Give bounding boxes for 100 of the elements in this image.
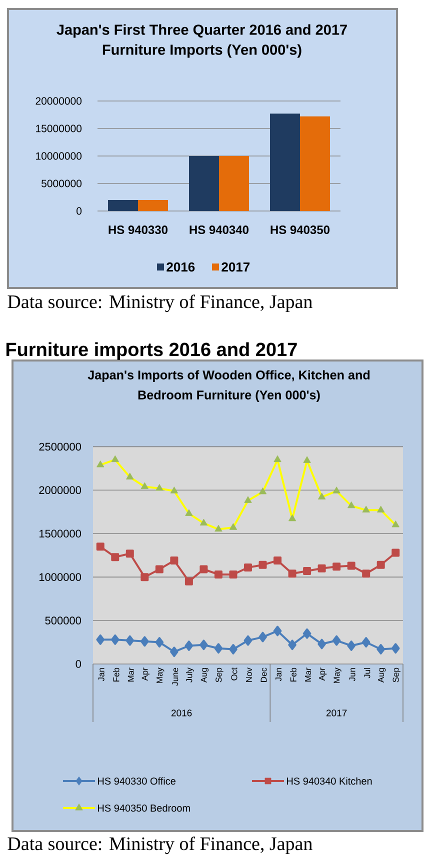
bar <box>108 200 138 211</box>
point <box>392 520 400 528</box>
point <box>110 634 120 645</box>
x-tick-label: Apr <box>142 668 150 681</box>
point <box>170 486 178 494</box>
y-tick-label: 0 <box>76 660 82 668</box>
legend-label: HS 940350 Bedroom <box>98 804 190 812</box>
point <box>376 644 385 654</box>
point <box>140 482 148 489</box>
point <box>229 644 238 654</box>
x-tick-label: Feb <box>290 668 296 682</box>
point <box>184 577 193 586</box>
x-tick-label: May <box>334 668 342 683</box>
x-tick-label: Aug <box>200 668 209 683</box>
point <box>274 455 282 462</box>
point <box>274 556 282 565</box>
point <box>302 628 312 639</box>
point <box>377 506 385 512</box>
point <box>288 514 296 522</box>
point <box>126 472 134 480</box>
y-tick-label: 2000000 <box>39 486 82 494</box>
point <box>362 506 370 512</box>
point <box>303 456 311 463</box>
bar <box>270 114 300 211</box>
x-tick-label: Jan <box>98 668 104 682</box>
point <box>362 637 370 648</box>
point <box>229 523 238 530</box>
point <box>170 556 178 565</box>
point <box>332 562 341 571</box>
bar <box>218 156 249 211</box>
point <box>376 560 385 569</box>
legend-label: 2017 <box>222 262 250 272</box>
y-tick-label: 5000000 <box>42 180 82 188</box>
y-tick-label: 500000 <box>45 616 82 624</box>
bar <box>138 200 168 211</box>
point <box>332 635 341 646</box>
point <box>347 501 356 508</box>
x-tick-label: HS 940340 <box>190 226 249 234</box>
point <box>347 562 356 570</box>
x-tick-label: Mar <box>128 668 134 682</box>
x-tick-label: HS 940350 <box>270 226 330 234</box>
point <box>96 634 105 645</box>
bar <box>189 156 219 211</box>
text: Furniture imports 2016 and 2017 <box>6 342 297 360</box>
legend-label: HS 940330 Office <box>98 777 176 785</box>
point <box>156 484 164 491</box>
y-tick-label: 20000000 <box>36 97 82 105</box>
point <box>214 570 222 578</box>
x-tick-label: Sep <box>216 668 224 682</box>
point <box>362 570 370 578</box>
point <box>258 487 267 494</box>
x-tick-label: July <box>186 668 194 683</box>
point <box>288 640 296 650</box>
point <box>126 550 134 558</box>
point <box>214 524 222 532</box>
point <box>229 570 238 578</box>
point <box>318 492 326 500</box>
x-tick-label: Feb <box>113 668 120 682</box>
y-tick-label: 1000000 <box>39 573 82 581</box>
x-tick-label: Apr <box>318 668 327 681</box>
point <box>170 646 178 658</box>
y-tick-label: 15000000 <box>36 124 82 132</box>
point <box>96 542 104 551</box>
text: 2017 <box>326 710 347 716</box>
chart-title: Japan's Imports of Wooden Office, Kitchen and Bedroom Furniture (Yen 000's) <box>88 370 370 402</box>
point <box>347 640 356 651</box>
point <box>244 635 252 646</box>
point <box>185 509 193 516</box>
point <box>200 565 208 574</box>
y-tick-label: 10000000 <box>36 152 82 160</box>
x-tick-label: Jul <box>364 668 370 678</box>
legend-label: HS 940340 Kitchen <box>287 777 372 785</box>
point <box>200 640 208 650</box>
point <box>214 643 223 654</box>
point <box>155 565 164 574</box>
y-tick-label: 0 <box>76 207 82 215</box>
point <box>332 486 340 494</box>
x-tick-label: Jun <box>349 668 356 682</box>
x-tick-label: Jan <box>276 668 282 682</box>
point <box>288 570 296 578</box>
point <box>140 573 149 582</box>
x-tick-label: HS 940330 <box>108 226 168 234</box>
chart-title: Japan's First Three Quarter 2016 and 2017 Furniture Imports (Yen 000's) <box>56 24 347 58</box>
point <box>111 455 119 462</box>
point <box>303 566 312 575</box>
source-note: Data source: Ministry of Finance, Japan <box>8 836 312 854</box>
point <box>258 560 267 569</box>
point <box>258 632 267 642</box>
x-tick-label: Mar <box>305 668 312 682</box>
x-tick-label: Oct <box>231 668 238 680</box>
x-tick-label: Aug <box>378 668 386 683</box>
y-tick-label: 1500000 <box>39 530 82 538</box>
x-tick-label: June <box>172 668 178 686</box>
point <box>200 518 208 526</box>
point <box>391 643 400 654</box>
source-note: Data source: Ministry of Finance, Japan <box>8 294 312 312</box>
point <box>111 553 120 562</box>
point <box>318 564 326 572</box>
point <box>126 635 134 646</box>
point <box>96 460 104 468</box>
